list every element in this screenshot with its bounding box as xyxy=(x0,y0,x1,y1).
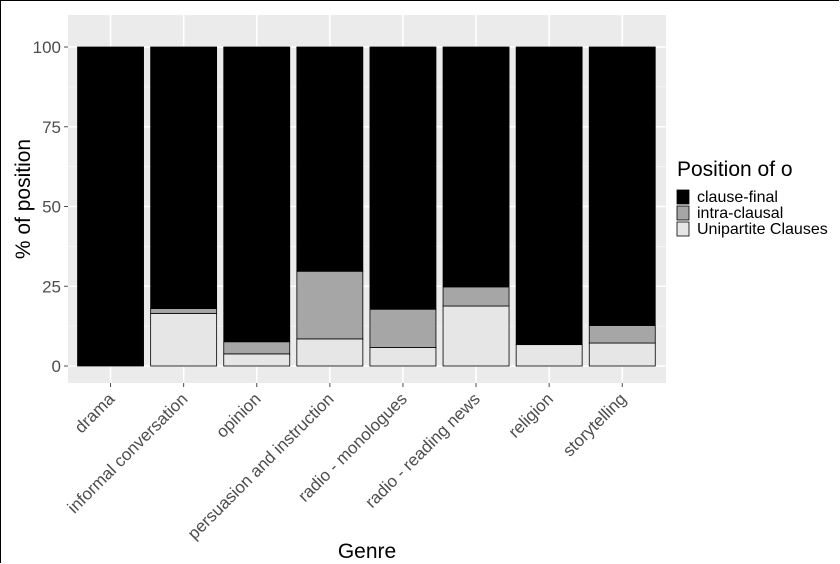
bar-segment xyxy=(369,46,437,310)
x-tick-label: informal conversation xyxy=(64,389,192,517)
bars xyxy=(77,46,656,367)
legend-label: clause-final xyxy=(697,189,778,206)
bar-segment xyxy=(296,270,364,340)
y-tick-label: 25 xyxy=(42,277,61,296)
bar-segment xyxy=(296,338,364,367)
y-tick-label: 100 xyxy=(33,38,61,57)
legend: Position of o clause-finalintra-clausalU… xyxy=(676,158,828,238)
x-tick-label: religion xyxy=(505,389,557,441)
legend-key xyxy=(676,189,690,205)
y-axis-ticks: 0 25 50 75 100 xyxy=(33,38,68,376)
bar-segment xyxy=(296,46,364,272)
bar-segment xyxy=(77,46,144,367)
bar-segment xyxy=(223,353,291,367)
y-axis-title: % of position xyxy=(12,139,35,259)
y-tick-label: 75 xyxy=(42,118,61,137)
legend-label: intra-clausal xyxy=(697,205,783,222)
bar-segment xyxy=(588,46,656,326)
x-tick-label: storytelling xyxy=(559,389,630,460)
legend-title: Position of o xyxy=(677,158,793,181)
bar-segment xyxy=(442,286,510,307)
y-tick-label: 0 xyxy=(52,357,61,376)
legend-label: Unipartite Clauses xyxy=(697,221,828,238)
x-axis-title: Genre xyxy=(338,540,396,563)
y-tick-label: 50 xyxy=(42,198,61,217)
x-tick-label: drama xyxy=(71,389,119,437)
x-tick-label: persuasion and instruction xyxy=(184,389,338,543)
bar-segment xyxy=(442,46,510,288)
bar-segment xyxy=(442,305,510,367)
bar-segment xyxy=(515,344,583,367)
bar-segment xyxy=(515,46,583,346)
bar-segment xyxy=(369,308,437,348)
legend-key xyxy=(676,221,690,237)
bar-segment xyxy=(150,308,218,314)
bar-segment xyxy=(223,46,291,343)
bar-segment xyxy=(588,342,656,367)
x-tick-label: opinion xyxy=(212,389,264,441)
bar-segment xyxy=(150,46,218,309)
bar-segment xyxy=(223,341,291,355)
bar-segment xyxy=(150,312,218,367)
bar-segment xyxy=(588,325,656,344)
bar-segment xyxy=(369,347,437,367)
legend-key xyxy=(676,205,690,221)
